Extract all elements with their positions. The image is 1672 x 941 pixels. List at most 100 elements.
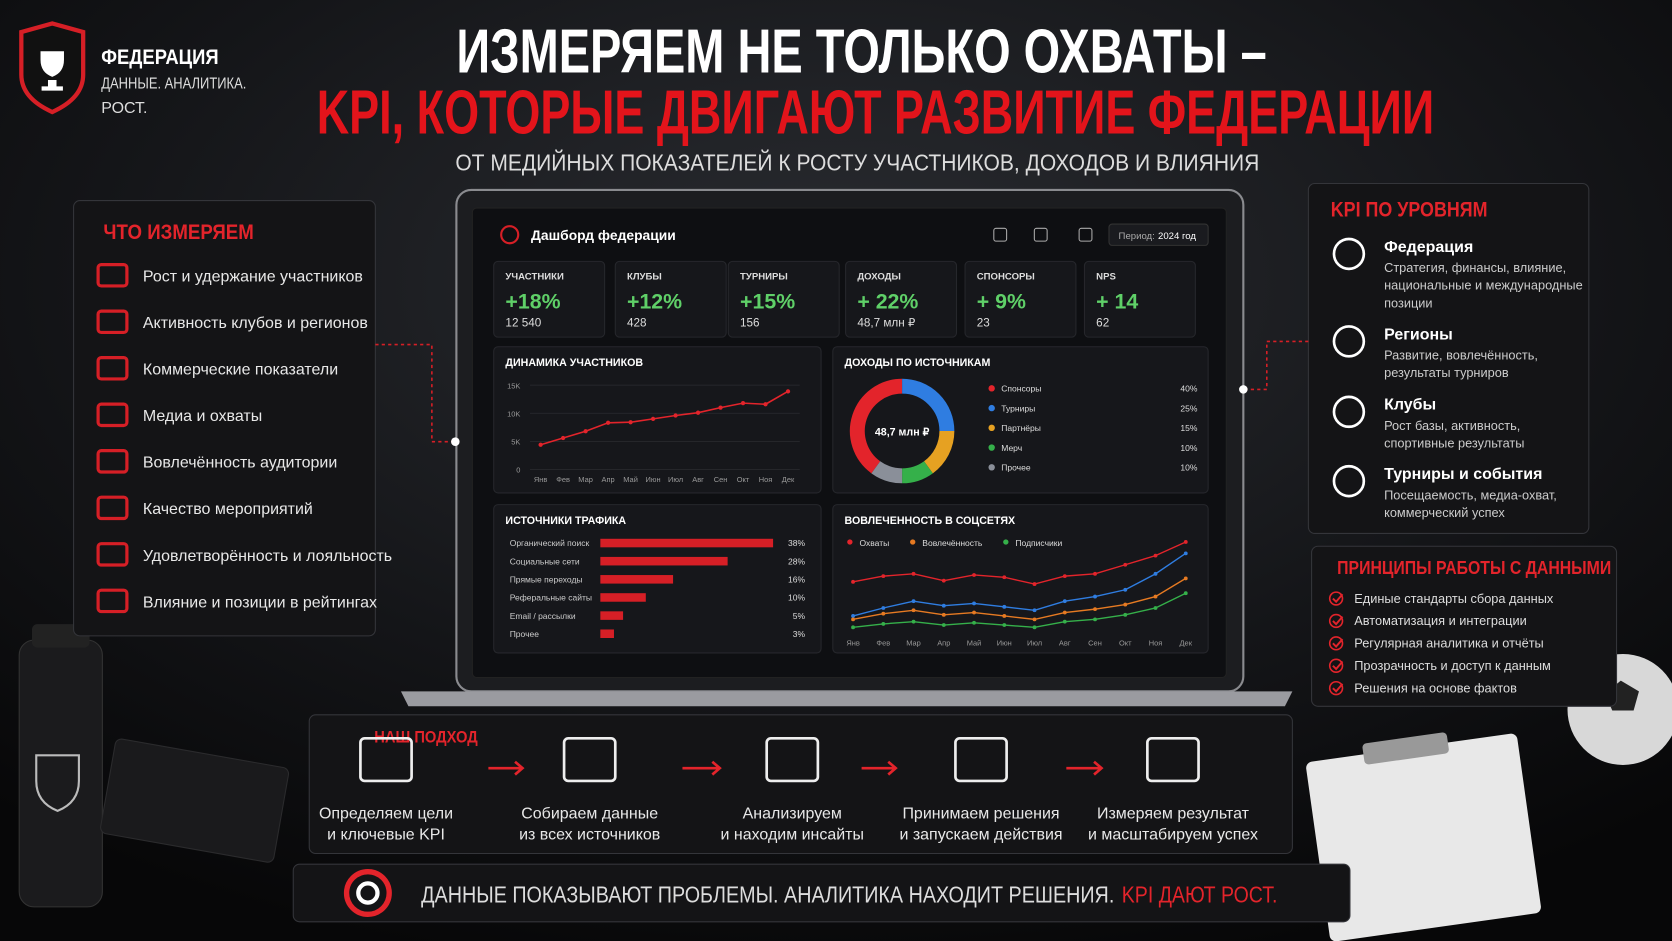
- chart-panel: [832, 504, 1209, 654]
- donut-segment: [923, 430, 955, 474]
- step-text: и находим инсайты: [721, 827, 864, 844]
- point: [941, 612, 946, 617]
- bar-label: Email / рассылки: [510, 611, 576, 621]
- kpi-label: УЧАСТНИКИ: [505, 272, 564, 283]
- point: [1153, 571, 1158, 576]
- x-tick-label: Апр: [602, 475, 615, 484]
- legend-label: Мерч: [1001, 443, 1022, 453]
- kpi-card: [964, 260, 1077, 338]
- point: [881, 606, 886, 610]
- value-label: 16%: [788, 575, 805, 585]
- chart-title: ДИНАМИКА УЧАСТНИКОВ: [505, 357, 643, 369]
- icon: [96, 495, 129, 521]
- point: [605, 420, 611, 425]
- check-icon: [1332, 660, 1344, 671]
- level-desc: позиции: [1384, 295, 1432, 310]
- kpi-card: [727, 260, 840, 338]
- step-text: и масштабируем успех: [1088, 827, 1258, 844]
- measure-item: Рост и удержание участников: [143, 269, 363, 286]
- point: [1153, 594, 1158, 599]
- check-icon: [1332, 616, 1344, 626]
- x-tick-label: Апр: [937, 638, 950, 647]
- point: [1153, 553, 1158, 558]
- point: [911, 619, 916, 624]
- chart-panel: [832, 346, 1209, 494]
- level-title: Регионы: [1384, 326, 1453, 343]
- icon: [1332, 395, 1366, 429]
- point: [1123, 587, 1128, 592]
- icon: [500, 225, 520, 245]
- level-desc: Развитие, вовлечённость,: [1384, 348, 1538, 363]
- x-tick-label: Май: [967, 638, 982, 647]
- x-tick-label: Июн: [997, 638, 1012, 647]
- tagline: ДАННЫЕ. АНАЛИТИКА.: [101, 76, 246, 93]
- kpi-total: 428: [627, 316, 647, 329]
- x-tick-label: Фев: [876, 638, 890, 647]
- period: 2024 год: [1158, 231, 1196, 242]
- line: [540, 390, 789, 446]
- step-text: Собираем данные: [521, 805, 658, 822]
- legend-dot: [1003, 539, 1009, 545]
- value-label: 10%: [1180, 443, 1197, 453]
- check-icon: [1332, 683, 1344, 693]
- x-tick-label: Май: [623, 475, 638, 484]
- kpi-total: 23: [977, 316, 990, 329]
- x-tick-label: Мар: [906, 638, 921, 647]
- kpi-label: СПОНСОРЫ: [977, 272, 1035, 283]
- dashboard-title: Дашборд федерации: [531, 227, 676, 243]
- arrow: [682, 760, 722, 776]
- point: [941, 578, 946, 583]
- kpi-total: 48,7 млн ₽: [857, 316, 916, 329]
- bar: [600, 556, 728, 566]
- x-tick-label: Ноя: [1149, 638, 1163, 647]
- line: [852, 592, 1187, 629]
- legend-label: Охваты: [859, 538, 889, 548]
- arrow: [488, 760, 525, 776]
- level-desc: Посещаемость, медиа-охват,: [1384, 487, 1557, 502]
- kpi-label: КЛУБЫ: [627, 272, 662, 283]
- point: [560, 435, 566, 441]
- bar-label: Прочее: [510, 629, 540, 639]
- point: [1093, 594, 1097, 599]
- icon: [96, 449, 129, 474]
- icon: [1033, 227, 1048, 242]
- point: [941, 623, 946, 627]
- x-tick-label: Дек: [1180, 638, 1193, 647]
- check-icon: [1332, 638, 1344, 648]
- icon: [96, 588, 129, 614]
- measure-item: Вовлечённость аудитории: [143, 455, 337, 472]
- principle: Решения на основе фактов: [1354, 680, 1517, 695]
- kpi-total: 12 540: [505, 316, 541, 329]
- point: [881, 611, 886, 616]
- step-icon: [1146, 736, 1200, 783]
- legend-dot: [910, 539, 916, 545]
- point: [1002, 614, 1007, 618]
- step-icon: [954, 736, 1008, 783]
- kpi-label: NPS: [1096, 272, 1116, 283]
- level-desc: Рост базы, активность,: [1384, 418, 1520, 433]
- check-icon: [1328, 613, 1344, 629]
- legend-dot: [988, 424, 995, 432]
- point: [881, 574, 886, 579]
- step-text: Анализируем: [743, 805, 842, 822]
- chart-panel: [493, 346, 822, 494]
- period-box: [1108, 223, 1209, 246]
- kpi-label: ТУРНИРЫ: [740, 272, 788, 283]
- legend-label: Прочее: [1001, 462, 1031, 472]
- decor: [18, 624, 1672, 941]
- chart-title: ИСТОЧНИКИ ТРАФИКА: [505, 515, 626, 527]
- kpi-card: [845, 260, 958, 338]
- panel-title: НАШ ПОДХОД: [374, 728, 477, 747]
- measure-item: Удовлетворённость и лояльность: [143, 548, 392, 565]
- title: ИЗМЕРЯЕМ НЕ ТОЛЬКО ОХВАТЫ –: [456, 18, 1266, 87]
- legend-dot: [988, 444, 995, 451]
- level-desc: спортивные результаты: [1384, 436, 1524, 451]
- x-tick-label: Авг: [692, 475, 704, 484]
- step-icon: [765, 736, 820, 783]
- bar-label: Органический поиск: [510, 538, 590, 548]
- kpi-change: + 22%: [857, 289, 918, 313]
- point: [1002, 604, 1007, 609]
- target-icon: [356, 881, 380, 905]
- x-tick-label: Окт: [1119, 638, 1132, 647]
- target-icon: [343, 868, 392, 917]
